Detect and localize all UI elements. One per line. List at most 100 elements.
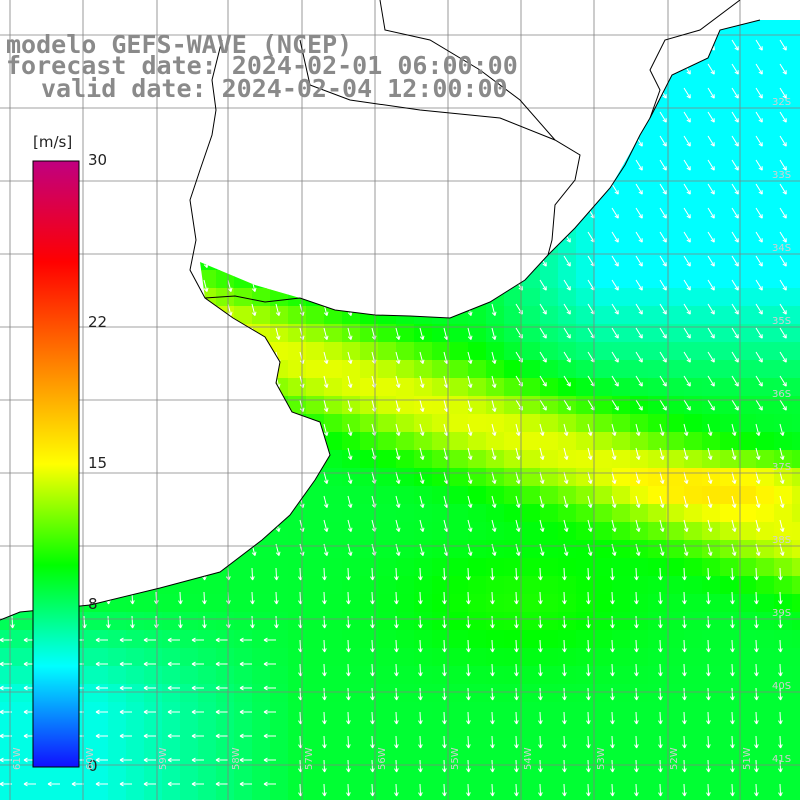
wind-speed-cell (702, 216, 721, 235)
wind-speed-cell (738, 684, 757, 703)
wind-speed-cell (540, 738, 559, 757)
wind-arrow (323, 447, 329, 460)
wind-arrow (275, 255, 281, 268)
wind-speed-cell (144, 126, 163, 145)
wind-arrow (731, 423, 737, 436)
wind-arrow (203, 423, 209, 436)
wind-speed-cell (792, 234, 800, 253)
wind-speed-cell (468, 270, 487, 289)
wind-speed-cell (342, 162, 361, 181)
wind-arrow (539, 159, 547, 171)
wind-speed-cell (504, 774, 523, 793)
wind-speed-cell (432, 414, 451, 433)
wind-speed-cell (432, 504, 451, 523)
wind-speed-cell (270, 270, 289, 289)
wind-speed-cell (720, 396, 739, 415)
wind-speed-cell (738, 90, 757, 109)
wind-speed-cell (72, 0, 91, 19)
wind-speed-cell (252, 720, 271, 739)
wind-speed-cell (666, 126, 685, 145)
wind-arrow (683, 231, 691, 243)
wind-speed-cell (792, 594, 800, 613)
wind-speed-cell (360, 792, 379, 800)
wind-speed-cell (738, 558, 757, 577)
wind-speed-cell (504, 702, 523, 721)
wind-speed-cell (630, 630, 649, 649)
wind-speed-cell (108, 666, 127, 685)
longitude-label: 53W (596, 747, 607, 770)
wind-speed-cell (288, 414, 307, 433)
wind-speed-cell (486, 20, 505, 37)
wind-speed-cell (468, 612, 487, 631)
wind-speed-cell (486, 324, 505, 343)
wind-speed-cell (144, 144, 163, 163)
wind-speed-cell (234, 306, 253, 325)
wind-speed-cell (54, 792, 73, 800)
wind-speed-cell (378, 144, 397, 163)
wind-speed-cell (162, 378, 181, 397)
wind-arrow (707, 447, 713, 460)
wind-speed-cell (144, 666, 163, 685)
wind-speed-cell (324, 0, 343, 19)
wind-speed-cell (108, 306, 127, 325)
wind-speed-cell (558, 630, 577, 649)
wind-speed-cell (738, 162, 757, 181)
wind-arrow (731, 399, 739, 411)
wind-speed-cell (774, 630, 793, 649)
wind-speed-cell (522, 324, 541, 343)
wind-arrow (707, 423, 713, 436)
wind-arrow (395, 39, 401, 52)
wind-speed-cell (360, 648, 379, 667)
wind-speed-cell (648, 522, 667, 541)
wind-arrow (251, 159, 257, 172)
wind-speed-cell (522, 684, 541, 703)
wind-arrow (323, 255, 329, 268)
wind-speed-cell (720, 72, 739, 91)
wind-speed-cell (72, 126, 91, 145)
wind-speed-cell (360, 702, 379, 721)
wind-speed-cell (216, 108, 235, 127)
wind-speed-cell (270, 252, 289, 271)
wind-speed-cell (630, 414, 649, 433)
wind-speed-cell (180, 504, 199, 523)
wind-speed-cell (270, 738, 289, 757)
wind-speed-cell (432, 432, 451, 451)
wind-speed-cell (342, 648, 361, 667)
wind-speed-cell (630, 540, 649, 559)
wind-speed-cell (702, 198, 721, 217)
wind-speed-cell (540, 396, 559, 415)
wind-arrow (131, 303, 137, 316)
wind-speed-cell (216, 378, 235, 397)
wind-arrow (682, 615, 687, 629)
wind-speed-cell (144, 216, 163, 235)
wind-arrow (755, 231, 763, 243)
wind-speed-cell (396, 216, 415, 235)
wind-speed-cell (468, 306, 487, 325)
wind-speed-cell (702, 144, 721, 163)
wind-arrow (539, 423, 545, 436)
wind-speed-cell (288, 576, 307, 595)
wind-speed-cell (774, 612, 793, 631)
wind-speed-cell (360, 540, 379, 559)
wind-arrow (394, 567, 399, 581)
wind-speed-cell (468, 666, 487, 685)
wind-arrow (11, 495, 17, 508)
wind-arrow (490, 567, 495, 581)
wind-speed-cell (216, 774, 235, 793)
wind-speed-cell (774, 162, 793, 181)
wind-speed-cell (792, 702, 800, 721)
wind-speed-cell (252, 0, 271, 19)
wind-speed-cell (684, 396, 703, 415)
wind-arrow (779, 351, 787, 363)
wind-speed-cell (18, 630, 37, 649)
wind-speed-cell (270, 396, 289, 415)
wind-arrow (11, 87, 17, 100)
wind-speed-cell (306, 432, 325, 451)
wind-speed-cell (396, 630, 415, 649)
wind-arrow (538, 735, 543, 749)
wind-arrow (239, 661, 252, 667)
wind-arrow (514, 759, 519, 773)
wind-speed-cell (270, 504, 289, 523)
wind-arrow (778, 591, 783, 605)
wind-arrow (730, 615, 735, 629)
